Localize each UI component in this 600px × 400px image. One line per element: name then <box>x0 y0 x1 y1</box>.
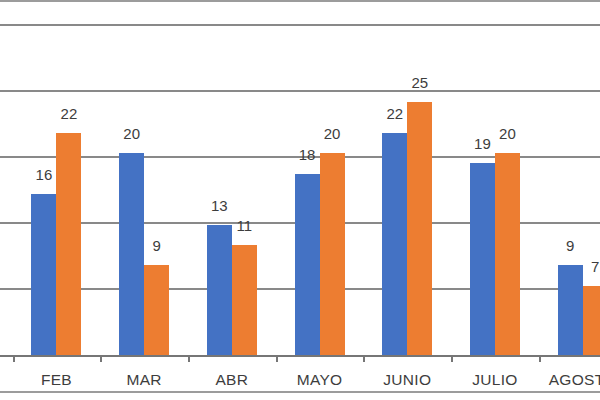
gridline <box>0 90 600 92</box>
bar-orange-junio <box>407 102 432 357</box>
x-axis-label: MAYO <box>276 370 364 390</box>
bar-blue-agosto <box>558 265 583 357</box>
bar-blue-abr <box>207 225 232 357</box>
bar-value-label: 9 <box>137 236 177 256</box>
x-axis-label: JUNIO <box>363 370 451 390</box>
bar-orange-feb <box>56 133 81 357</box>
x-axis-tick <box>539 355 541 362</box>
x-axis-tick <box>100 355 102 362</box>
bar-value-label: 7 <box>575 257 600 277</box>
x-axis-label: AGOSTO <box>539 370 600 390</box>
bar-value-label: 20 <box>112 124 152 144</box>
bar-value-label: 11 <box>224 216 264 236</box>
bar-value-label: 22 <box>49 104 89 124</box>
bar-value-label: 9 <box>550 236 590 256</box>
bar-orange-mayo <box>320 153 345 357</box>
x-axis-tick <box>13 355 15 362</box>
bar-orange-julio <box>495 153 520 357</box>
x-axis-label: MAR <box>100 370 188 390</box>
bar-blue-feb <box>31 194 56 357</box>
x-axis-label: ABR <box>188 370 276 390</box>
bar-value-label: 20 <box>487 124 527 144</box>
bar-value-label: 20 <box>312 124 352 144</box>
bar-value-label: 13 <box>199 196 239 216</box>
bar-chart: 1622FEB209MAR1311ABR1820MAYO2225JUNIO192… <box>0 0 600 400</box>
bar-blue-junio <box>382 133 407 357</box>
x-axis-line <box>0 355 600 357</box>
x-axis-tick <box>188 355 190 362</box>
bar-orange-agosto <box>583 286 600 357</box>
gridline <box>0 24 600 26</box>
x-axis-tick <box>363 355 365 362</box>
x-axis-tick <box>451 355 453 362</box>
chart-top-border <box>0 0 600 2</box>
x-axis-label: FEB <box>12 370 100 390</box>
bar-orange-mar <box>144 265 169 357</box>
bar-blue-julio <box>470 163 495 357</box>
x-axis-tick <box>276 355 278 362</box>
bar-orange-abr <box>232 245 257 357</box>
bar-value-label: 25 <box>400 73 440 93</box>
x-axis-label: JULIO <box>451 370 539 390</box>
bar-blue-mayo <box>295 174 320 357</box>
chart-bottom-border <box>0 391 600 393</box>
